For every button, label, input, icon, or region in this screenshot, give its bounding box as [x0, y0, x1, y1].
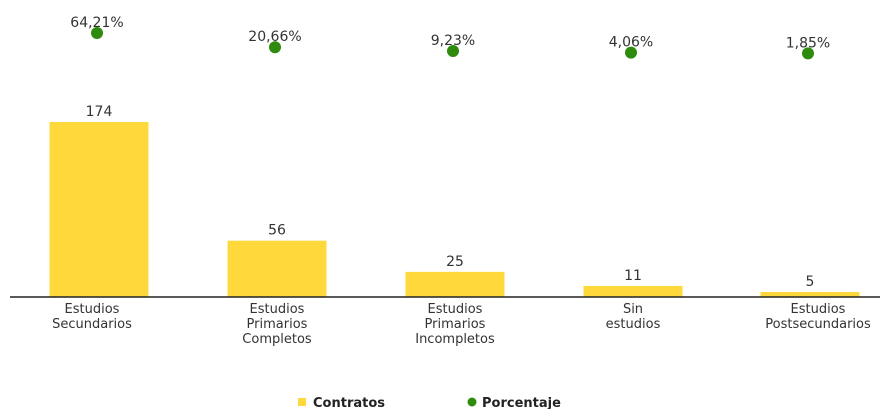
category-label-1-line-0: Estudios — [250, 302, 305, 317]
bar-1 — [227, 240, 327, 297]
percentage-points-layer: 64,21% 20,66% 9,23% 4,06% 1,85% — [70, 15, 830, 60]
category-label-3-line-1: estudios — [606, 317, 661, 332]
category-label-0-line-1: Secundarios — [52, 317, 132, 332]
legend-swatch-porcentaje — [467, 397, 477, 407]
category-label-4-line-0: Estudios — [791, 302, 846, 317]
bar-0 — [49, 122, 149, 297]
percentage-point-2 — [447, 44, 459, 57]
legend: Contratos Porcentaje — [298, 396, 561, 409]
legend-label-contratos: Contratos — [313, 396, 385, 409]
percentage-label-1: 20,66% — [248, 29, 301, 45]
category-label-3-line-0: Sin — [623, 302, 643, 317]
category-label-4-line-1: Postsecundarios — [765, 317, 871, 332]
category-label-2-line-2: Incompletos — [415, 332, 495, 347]
percentage-point-0 — [91, 27, 103, 39]
percentage-label-3: 4,06% — [609, 35, 653, 51]
percentage-label-4: 1,85% — [786, 35, 830, 51]
legend-label-porcentaje: Porcentaje — [482, 396, 561, 409]
bar-2 — [405, 271, 505, 297]
category-label-0-line-0: Estudios — [65, 302, 120, 317]
bar-value-label-2: 25 — [446, 254, 464, 270]
percentage-label-0: 64,21% — [70, 15, 123, 31]
category-label-2-line-0: Estudios — [428, 302, 483, 317]
percentage-label-2: 9,23% — [431, 33, 475, 49]
bar-value-label-4: 5 — [806, 274, 815, 290]
bar-value-label-3: 11 — [624, 268, 642, 284]
percentage-point-1 — [269, 41, 281, 54]
bar-3 — [583, 285, 683, 297]
percentage-point-4 — [802, 47, 814, 60]
percentage-point-3 — [625, 46, 637, 59]
bar-value-label-0: 174 — [86, 104, 113, 120]
legend-swatch-contratos — [298, 398, 306, 406]
category-label-1-line-2: Completos — [242, 332, 312, 347]
category-label-1-line-1: Primarios — [247, 317, 308, 332]
category-label-2-line-1: Primarios — [425, 317, 486, 332]
bars-layer: 174 56 25 11 5 — [49, 104, 860, 297]
category-labels-layer: EstudiosSecundariosEstudiosPrimariosComp… — [52, 302, 871, 347]
bar-value-label-1: 56 — [268, 223, 286, 239]
bar-4 — [760, 291, 860, 297]
